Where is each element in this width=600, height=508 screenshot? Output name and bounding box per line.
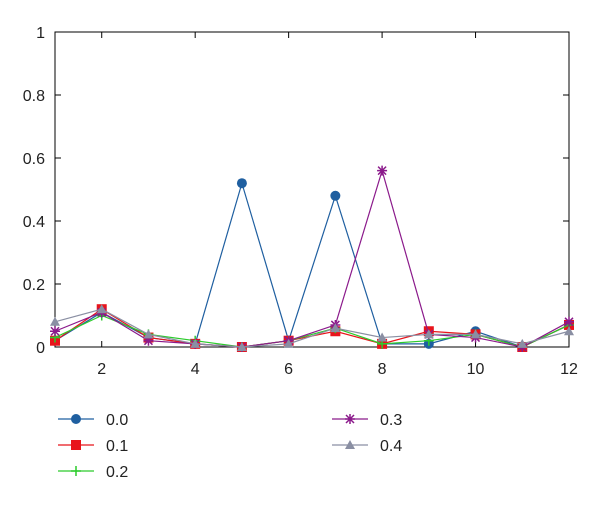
data-point xyxy=(236,178,247,189)
legend-marker xyxy=(345,440,355,449)
data-point xyxy=(564,316,574,327)
x-tick-label: 10 xyxy=(467,361,485,378)
data-point xyxy=(190,338,201,348)
legend-item: 0.3 xyxy=(332,412,402,429)
legend-item: 0.1 xyxy=(58,438,128,455)
legend-item: 0.4 xyxy=(332,438,402,455)
legend-label: 0.4 xyxy=(380,438,402,455)
y-tick-label: 0.2 xyxy=(23,277,45,294)
legend-item: 0.2 xyxy=(58,464,128,481)
legend-label: 0.1 xyxy=(106,438,128,455)
x-tick-label: 12 xyxy=(560,361,578,378)
data-point xyxy=(143,335,154,346)
data-point xyxy=(50,326,60,337)
y-tick-label: 0.6 xyxy=(23,151,45,168)
y-tick-label: 1 xyxy=(36,25,45,42)
data-point xyxy=(377,332,388,342)
data-point xyxy=(470,329,481,339)
data-point xyxy=(423,329,434,339)
legend-marker xyxy=(71,466,81,476)
legend-marker xyxy=(71,440,81,450)
series-layer xyxy=(50,165,574,352)
x-tick-label: 4 xyxy=(191,361,200,378)
data-point xyxy=(50,316,60,326)
data-point xyxy=(330,323,341,333)
data-point xyxy=(377,165,388,176)
legend-marker xyxy=(345,414,355,424)
series-line xyxy=(54,181,570,348)
data-point xyxy=(236,342,247,351)
y-axis: 0 0.2 0.4 0.6 0.8 1 xyxy=(23,25,569,357)
legend-item: 0.0 xyxy=(58,412,128,429)
data-point xyxy=(96,304,107,314)
legend-label: 0.3 xyxy=(380,412,402,429)
y-tick-label: 0 xyxy=(36,340,45,357)
data-point xyxy=(517,338,528,348)
legend: 0.0 0.1 0.2 0.3 0.4 xyxy=(58,412,402,481)
x-tick-label: 6 xyxy=(284,361,293,378)
x-tick-label: 8 xyxy=(378,361,387,378)
y-tick-label: 0.8 xyxy=(23,88,45,105)
data-point xyxy=(330,190,341,201)
y-tick-label: 0.4 xyxy=(23,214,45,231)
series-0.4 xyxy=(50,304,574,351)
data-point xyxy=(143,329,154,339)
data-point xyxy=(283,338,294,348)
legend-label: 0.0 xyxy=(106,412,128,429)
series-line xyxy=(54,308,570,348)
x-tick-label: 2 xyxy=(97,361,106,378)
series-0.2 xyxy=(50,310,574,352)
x-axis: 2 4 6 8 10 12 xyxy=(97,32,578,378)
data-point xyxy=(564,326,574,336)
plot-frame xyxy=(54,31,570,348)
legend-label: 0.2 xyxy=(106,464,128,481)
series-line xyxy=(54,168,570,348)
legend-marker xyxy=(71,414,81,424)
